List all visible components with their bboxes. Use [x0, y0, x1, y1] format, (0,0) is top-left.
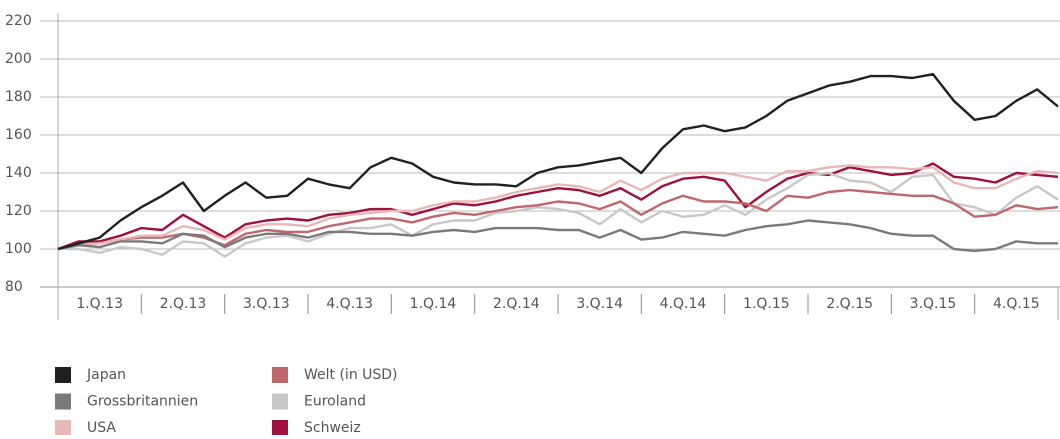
x-tick-label: 4.Q.13 — [326, 296, 373, 312]
x-tick-label: 2.Q.15 — [826, 296, 873, 312]
legend-label: Welt (in USD) — [304, 367, 398, 383]
x-tick-label: 3.Q.14 — [576, 296, 623, 312]
y-tick-label: 140 — [5, 165, 32, 181]
x-tick-label: 4.Q.14 — [660, 296, 707, 312]
legend-label: USA — [87, 420, 116, 435]
legend-swatch — [272, 367, 288, 383]
x-tick-label: 2.Q.13 — [160, 296, 207, 312]
x-tick-label: 1.Q.13 — [76, 296, 123, 312]
y-tick-label: 120 — [5, 203, 32, 219]
legend-swatch — [272, 420, 288, 436]
series-line — [57, 188, 1059, 251]
legend-label: Japan — [86, 367, 126, 383]
y-tick-label: 220 — [5, 13, 32, 29]
legend-label: Euroland — [304, 394, 366, 410]
legend-swatch — [272, 393, 288, 410]
series-line — [58, 171, 1059, 258]
y-tick-label: 160 — [5, 127, 32, 143]
legend-swatch — [55, 367, 71, 383]
legend-swatch — [55, 420, 71, 436]
x-tick-label: 2.Q.14 — [493, 296, 540, 312]
x-tick-label: 1.Q.14 — [410, 296, 457, 312]
y-tick-label: 200 — [5, 51, 32, 67]
y-tick-label: 180 — [5, 89, 32, 105]
y-tick-label: 100 — [5, 241, 32, 257]
x-tick-label: 3.Q.15 — [910, 296, 957, 312]
series-line — [57, 162, 1059, 251]
series-line — [57, 164, 1059, 251]
x-tick-label: 1.Q.15 — [743, 296, 790, 312]
x-tick-label: 3.Q.13 — [243, 296, 290, 312]
legend-label: Schweiz — [304, 420, 361, 435]
series-line — [57, 219, 1058, 253]
y-tick-label: 80 — [5, 279, 23, 295]
series-line — [57, 73, 1059, 251]
legend-label: Grossbritannien — [87, 394, 198, 410]
legend-swatch — [55, 393, 71, 410]
x-tick-label: 4.Q.15 — [993, 296, 1040, 312]
